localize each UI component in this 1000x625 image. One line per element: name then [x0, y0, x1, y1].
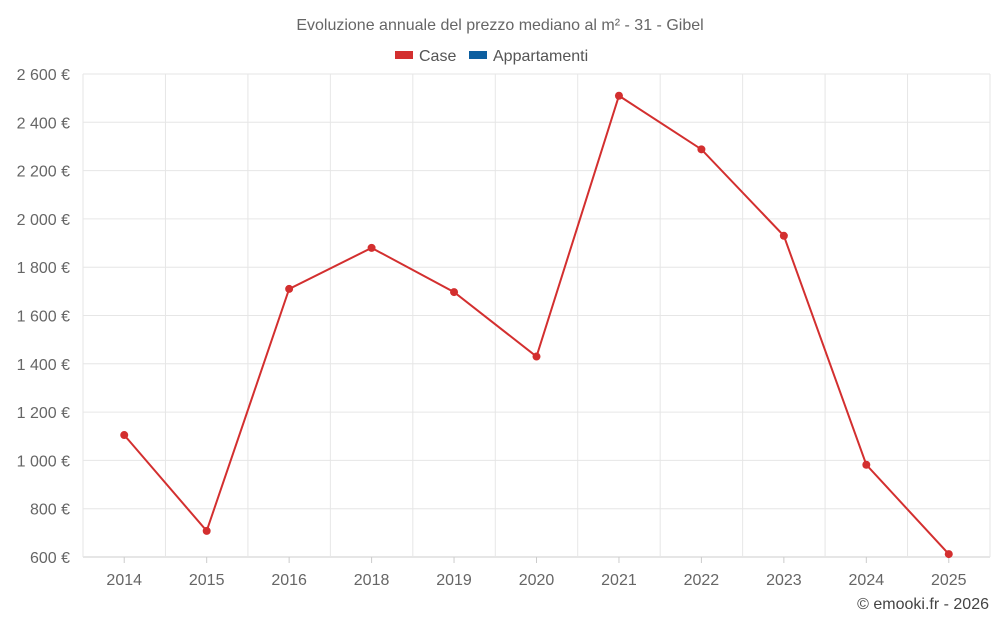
x-tick-label: 2021: [601, 572, 637, 589]
legend-label-appartamenti: Appartamenti: [493, 48, 588, 65]
y-tick-label: 600 €: [30, 550, 70, 567]
x-tick-label: 2020: [519, 572, 555, 589]
data-point[interactable]: [697, 145, 706, 154]
data-point[interactable]: [120, 431, 129, 440]
chart-title: Evoluzione annuale del prezzo mediano al…: [296, 17, 703, 34]
y-tick-label: 1 800 €: [17, 260, 70, 277]
x-tick-label: 2015: [189, 572, 225, 589]
data-point[interactable]: [944, 550, 953, 559]
data-point[interactable]: [532, 352, 541, 361]
x-tick-label: 2022: [684, 572, 720, 589]
y-tick-label: 1 400 €: [17, 357, 70, 374]
legend-swatch-case: [395, 51, 413, 59]
data-point[interactable]: [285, 284, 294, 293]
legend-item-case[interactable]: Case: [395, 48, 456, 65]
x-tick-label: 2025: [931, 572, 967, 589]
y-tick-label: 800 €: [30, 502, 70, 519]
y-tick-label: 1 200 €: [17, 405, 70, 422]
data-point[interactable]: [367, 243, 376, 252]
data-point[interactable]: [862, 460, 871, 469]
legend-item-appartamenti[interactable]: Appartamenti: [469, 48, 588, 65]
x-tick-label: 2018: [354, 572, 390, 589]
legend-label-case: Case: [419, 48, 456, 65]
y-tick-label: 2 400 €: [17, 115, 70, 132]
data-point[interactable]: [202, 526, 211, 535]
data-point[interactable]: [450, 288, 459, 297]
y-tick-label: 1 000 €: [17, 453, 70, 470]
x-tick-label: 2019: [436, 572, 472, 589]
legend-swatch-appartamenti: [469, 51, 487, 59]
grid: [82, 73, 991, 558]
y-tick-label: 2 000 €: [17, 212, 70, 229]
x-tick-label: 2023: [766, 572, 802, 589]
legend: Case Appartamenti: [395, 48, 588, 65]
y-tick-label: 2 200 €: [17, 164, 70, 181]
credit-text: © emooki.fr - 2026: [857, 596, 989, 613]
data-point[interactable]: [614, 91, 623, 100]
y-tick-label: 1 600 €: [17, 309, 70, 326]
x-axis: 2014 2015 2016 2018 2019 2020 2021 2022 2023 2024…: [106, 557, 967, 589]
x-tick-label: 2024: [849, 572, 885, 589]
x-tick-label: 2016: [271, 572, 307, 589]
y-axis: 600 € 800 € 1 000 € 1 200 € 1 400 € 1 600 € 1 …: [17, 67, 70, 567]
x-tick-label: 2014: [106, 572, 142, 589]
y-tick-label: 2 600 €: [17, 67, 70, 84]
series-case: [120, 91, 953, 559]
data-point[interactable]: [779, 231, 788, 240]
